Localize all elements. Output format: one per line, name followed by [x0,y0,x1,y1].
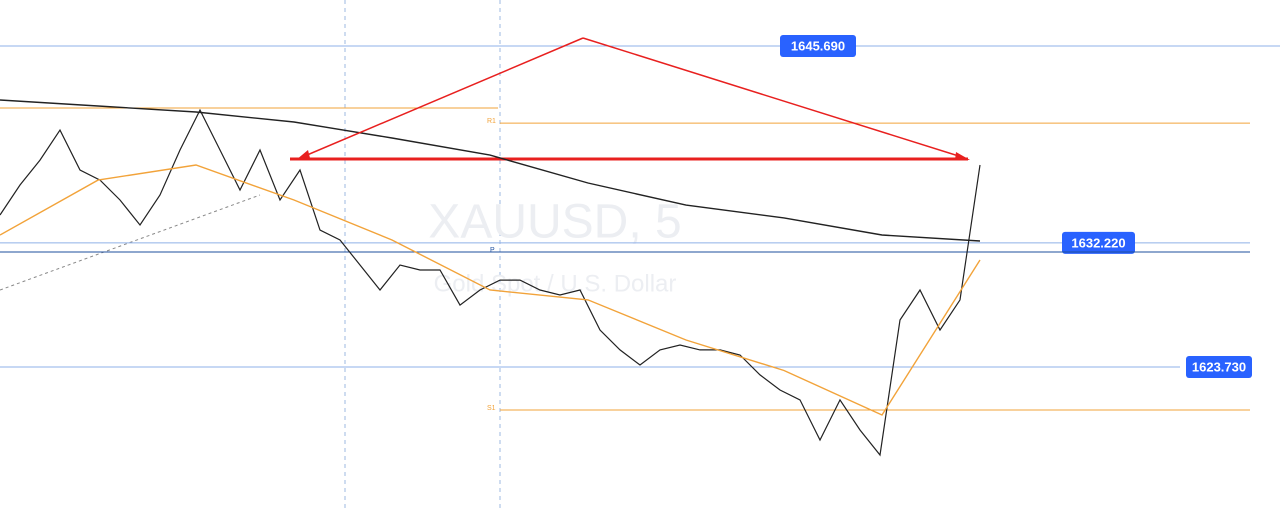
pivot-label: S1 [487,405,496,412]
price-tag [1062,231,1135,254]
series-line [0,99,981,242]
plot: 1645.690 1632.220 1623.730 R1 S1 P [0,35,1280,457]
arrow-head [955,152,970,160]
price-tag-label: 1632.220 [1071,235,1125,250]
watermark-name: Gold Spot / U.S. Dollar [434,270,677,297]
pivot-label: P [490,247,495,254]
watermark-symbol: XAUUSD, 5 [428,196,681,249]
pivot-label: R1 [487,118,496,125]
arrow [299,37,584,159]
price-tag-label: 1623.730 [1192,359,1246,374]
arrow [582,37,966,159]
arrow-head [296,150,310,160]
price-tag [780,35,856,58]
series-line [0,164,981,416]
price-tag [1186,356,1252,379]
price-tag-label: 1645.690 [791,38,845,53]
series-line [0,108,981,457]
